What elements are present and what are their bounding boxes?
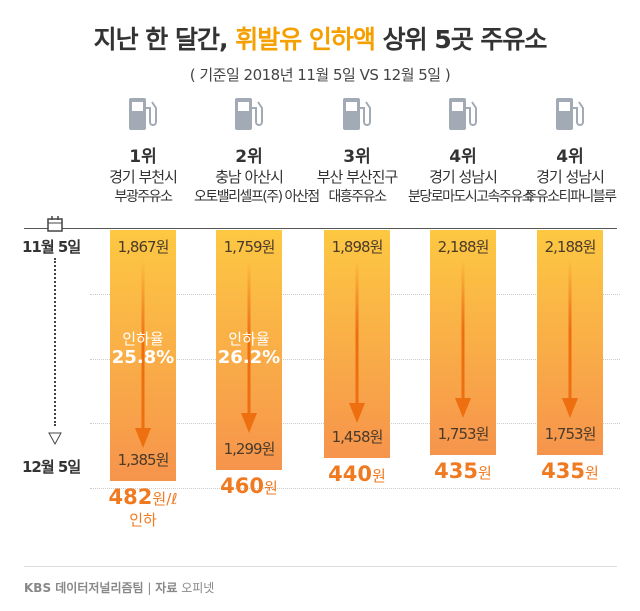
rank: 4위 [449,147,477,167]
axis-line [24,228,617,229]
gas-pump-icon [449,98,477,130]
rate-value: 26.2% [217,347,281,368]
footer-divider [24,566,617,567]
end-date: 12월 5일 [22,458,81,476]
station-header: 4위 경기 성남시 주유소티파니블루 [515,96,625,207]
rank: 2위 [235,147,263,167]
price-bar: 1,759원 1,299원 인하율 26.2% [216,230,282,470]
dec-price: 1,458원 [331,428,384,446]
dec-price: 1,753원 [437,425,490,443]
down-arrow-icon [455,260,471,418]
price-bar: 1,867원 1,385원 인하율 25.8% [110,230,176,481]
nov-price: 2,188원 [544,238,597,256]
page-title: 지난 한 달간, 휘발유 인하액 상위 5곳 주유소 [93,25,548,54]
region: 경기 성남시 [536,168,605,186]
dec-price: 1,753원 [544,425,597,443]
nov-price: 2,188원 [437,238,490,256]
down-arrow-icon [135,260,151,448]
rank: 4위 [556,147,584,167]
start-date: 11월 5일 [22,238,81,256]
down-arrow-icon [562,260,578,418]
rank: 3위 [343,147,371,167]
gas-pump-icon [343,98,371,130]
down-arrow-icon [241,260,257,433]
price-bar: 2,188원 1,753원 [430,230,496,455]
rate-value: 25.8% [111,347,175,368]
calendar-icon [47,216,63,232]
saving-note: 인하 [129,511,157,529]
title-highlight: 휘발유 인하액 [235,25,376,54]
triangle-down-icon [48,432,62,446]
gas-pump-icon [129,98,157,130]
down-arrow-icon [349,260,365,423]
region: 경기 성남시 [429,168,498,186]
station-name: 분당로마도시고속주유소 [408,189,535,205]
saving-amount: 435원 [434,459,492,483]
saving-amount: 440원 [328,462,386,486]
gas-pump-icon [235,98,263,130]
gas-pump-icon [556,98,584,130]
gridline [90,488,620,489]
region: 경기 부천시 [109,168,178,186]
price-bar: 2,188원 1,753원 [537,230,603,455]
region: 충남 아산시 [215,168,284,186]
footer: KBS 데이터저널리즘팀 | 자료 오피넷 [24,581,215,595]
station-name: 부광주유소 [114,189,173,205]
rate-label: 인하율 [122,330,164,348]
station-name: 오토밸리셀프(주) 아산점 [194,189,320,205]
rank: 1위 [129,147,157,167]
timeline-dots [54,258,56,426]
saving-amount: 482원/ℓ 인하 [93,485,193,530]
price-bar: 1,898원 1,458원 [324,230,390,458]
station-header: 4위 경기 성남시 분당로마도시고속주유소 [408,96,535,207]
region: 부산 부산진구 [316,168,399,186]
saving-amount: 460원 [220,474,278,498]
rate-label: 인하율 [228,330,270,348]
dec-price: 1,299원 [223,440,276,458]
station-header: 2위 충남 아산시 오토밸리셀프(주) 아산점 [194,96,320,207]
saving-amount: 435원 [541,459,599,483]
station-header: 1위 경기 부천시 부광주유소 [88,96,198,207]
station-name: 대흥주유소 [328,189,387,205]
nov-price: 1,867원 [117,238,170,256]
subtitle: ( 기준일 2018년 11월 5일 VS 12월 5일 ) [189,66,451,84]
dec-price: 1,385원 [117,451,170,469]
nov-price: 1,759원 [223,238,276,256]
nov-price: 1,898원 [331,238,384,256]
station-name: 주유소티파니블루 [524,189,617,205]
station-header: 3위 부산 부산진구 대흥주유소 [302,96,412,207]
